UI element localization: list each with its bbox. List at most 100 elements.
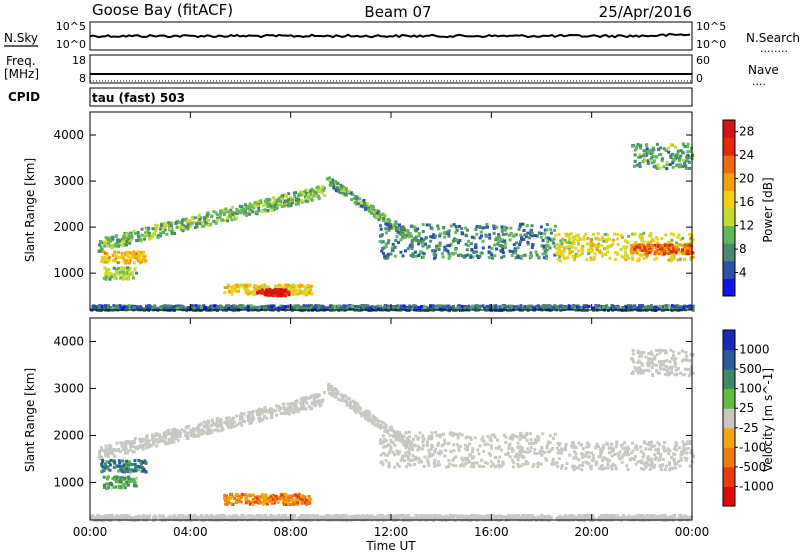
data-cell <box>125 259 128 262</box>
data-cell <box>505 233 508 236</box>
data-cell <box>171 231 174 234</box>
data-cell <box>434 253 437 256</box>
data-cell <box>336 182 339 185</box>
data-cell <box>305 503 308 506</box>
data-cell <box>269 205 272 208</box>
data-cell <box>675 164 678 167</box>
data-cell <box>272 294 275 297</box>
data-cell <box>323 391 326 394</box>
data-cell <box>469 256 472 259</box>
data-cell <box>540 446 543 449</box>
data-cell <box>537 461 540 464</box>
data-cell <box>598 251 601 254</box>
data-cell <box>408 431 411 434</box>
data-cell <box>111 452 114 455</box>
data-cell <box>219 216 222 219</box>
data-cell <box>226 219 229 222</box>
data-cell <box>354 403 357 406</box>
data-cell <box>195 222 198 225</box>
data-cell <box>559 305 562 308</box>
data-cell <box>520 454 523 457</box>
data-cell <box>255 285 258 288</box>
data-cell <box>282 496 285 499</box>
data-cell <box>152 436 155 439</box>
data-cell <box>323 194 326 197</box>
data-cell <box>687 447 690 450</box>
data-cell <box>275 495 278 498</box>
freq-tick-bottom: 8 <box>79 72 86 85</box>
data-cell <box>307 193 310 196</box>
data-cell <box>420 237 423 240</box>
data-cell <box>103 476 106 479</box>
data-cell <box>526 241 529 244</box>
data-cell <box>135 485 138 488</box>
data-cell <box>422 444 425 447</box>
data-cell <box>126 233 129 236</box>
data-cell <box>602 240 605 243</box>
data-cell <box>549 434 552 437</box>
data-cell <box>659 305 662 308</box>
data-cell <box>132 470 135 473</box>
data-cell <box>542 253 545 256</box>
data-cell <box>419 240 422 243</box>
data-cell <box>334 396 337 399</box>
colorbar-tick-label: 8 <box>739 242 747 256</box>
data-cell <box>151 235 154 238</box>
data-cell <box>384 423 387 426</box>
data-cell <box>360 202 363 205</box>
data-cell <box>219 213 222 216</box>
data-cell <box>486 443 489 446</box>
data-cell <box>654 244 657 247</box>
colorbar-tick-label: 28 <box>739 125 754 139</box>
data-cell <box>256 291 259 294</box>
data-cell <box>460 227 463 230</box>
data-cell <box>582 461 585 464</box>
data-cell <box>681 237 684 240</box>
data-cell <box>287 502 290 505</box>
data-cell <box>113 486 116 489</box>
data-cell <box>437 442 440 445</box>
data-cell <box>124 483 127 486</box>
data-cell <box>537 256 540 259</box>
data-cell <box>124 277 127 280</box>
data-cell <box>247 306 250 309</box>
data-cell <box>247 205 250 208</box>
panel-frame <box>90 112 692 310</box>
noise-left-tick-top: 10^5 <box>56 20 86 33</box>
data-cell <box>614 258 617 261</box>
data-cell <box>495 226 498 229</box>
data-cell <box>531 246 534 249</box>
data-cell <box>681 244 684 247</box>
data-cell <box>165 233 168 236</box>
data-cell <box>670 250 673 253</box>
data-cell <box>540 236 543 239</box>
data-cell <box>278 202 281 205</box>
data-cell <box>270 290 273 293</box>
data-cell <box>683 258 686 261</box>
data-cell <box>309 502 312 505</box>
data-cell <box>578 306 581 309</box>
data-cell <box>490 465 493 468</box>
data-cell <box>655 156 658 159</box>
data-cell <box>245 214 248 217</box>
data-cell <box>519 234 522 237</box>
data-cell <box>586 243 589 246</box>
data-cell <box>116 305 119 308</box>
data-cell <box>635 147 638 150</box>
data-cell <box>247 292 250 295</box>
data-cell <box>113 251 116 254</box>
data-cell <box>428 223 431 226</box>
data-cell <box>145 441 148 444</box>
data-cell <box>403 459 406 462</box>
data-cell <box>644 306 647 309</box>
data-cell <box>681 248 684 251</box>
data-cell <box>212 220 215 223</box>
data-cell <box>394 239 397 242</box>
data-cell <box>308 288 311 291</box>
colorbar-tick-label: 12 <box>739 219 754 233</box>
data-cell <box>119 479 122 482</box>
data-cell <box>240 205 243 208</box>
data-cell <box>211 420 214 423</box>
data-cell <box>645 143 648 146</box>
data-cell <box>644 159 647 162</box>
